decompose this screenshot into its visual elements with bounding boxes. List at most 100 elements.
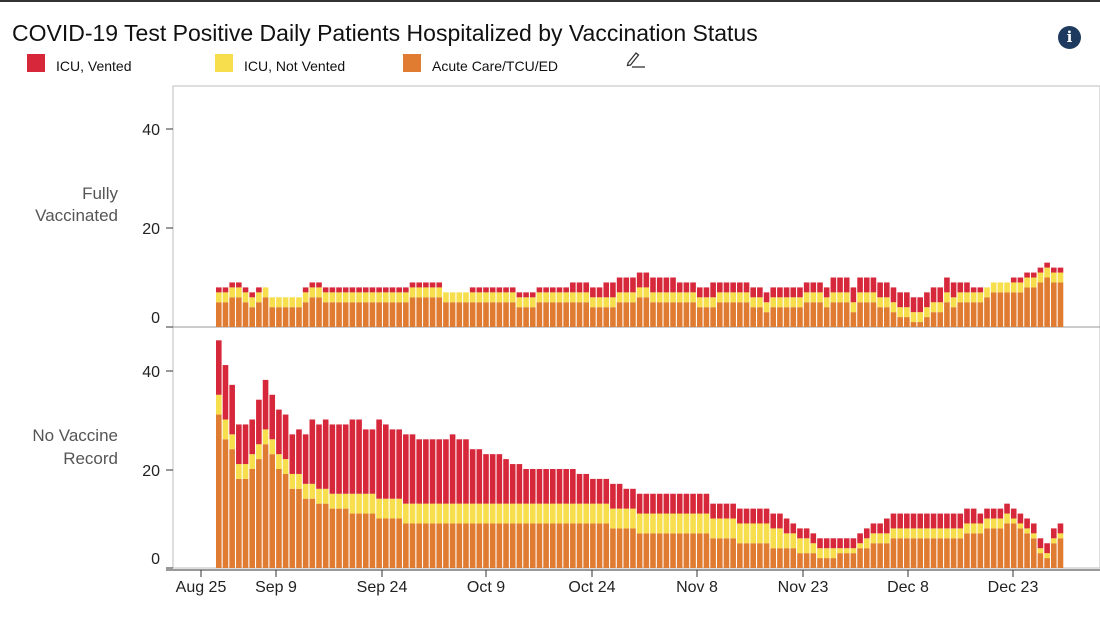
- bar-segment: [383, 498, 389, 519]
- bar-segment: [336, 287, 342, 293]
- bar-segment: [222, 287, 229, 293]
- bar-segment: [496, 302, 503, 327]
- bar-segment: [737, 508, 743, 524]
- bar-segment: [763, 523, 770, 544]
- bar-segment: [723, 503, 730, 519]
- bar-segment: [423, 297, 429, 327]
- bar-segment: [763, 543, 770, 568]
- bar-segment: [623, 292, 630, 303]
- bar-segment: [970, 508, 977, 524]
- bar-segment: [703, 493, 710, 514]
- bar-segment: [656, 493, 663, 514]
- bar-segment: [222, 419, 229, 440]
- bar-segment: [757, 287, 763, 298]
- bar-segment: [523, 503, 529, 524]
- bar-segment: [1057, 282, 1064, 327]
- bar-segment: [336, 424, 342, 494]
- bar-segment: [1044, 277, 1050, 327]
- bar-segment: [897, 538, 903, 568]
- bar-segment: [403, 503, 409, 524]
- bar-segment: [944, 292, 950, 303]
- bar-segment: [810, 533, 817, 544]
- bar-segment: [570, 503, 576, 524]
- bar-segment: [670, 302, 676, 327]
- bar-segment: [302, 483, 309, 499]
- bar-segment: [877, 523, 883, 534]
- bar-segment: [543, 469, 549, 504]
- bar-segment: [242, 287, 249, 293]
- bar-segment: [342, 302, 349, 327]
- bar-segment: [730, 503, 736, 519]
- info-icon[interactable]: i: [1058, 26, 1081, 49]
- bar-segment: [897, 307, 903, 318]
- bar-segment: [362, 302, 369, 327]
- bar-segment: [636, 287, 643, 298]
- bar-segment: [890, 538, 897, 568]
- bar-segment: [797, 307, 803, 327]
- bar-segment: [309, 282, 316, 288]
- bar-segment: [997, 518, 1004, 529]
- bar-segment: [810, 292, 817, 303]
- bar-segment: [950, 297, 957, 308]
- bar-segment: [596, 287, 603, 298]
- bar-segment: [1030, 287, 1037, 327]
- bar-segment: [717, 292, 723, 303]
- bar-segment: [362, 429, 369, 494]
- bar-segment: [516, 307, 523, 327]
- bar-segment: [429, 439, 436, 504]
- bar-segment: [1004, 523, 1010, 568]
- bar-segment: [990, 508, 997, 519]
- bar-segment: [563, 523, 569, 568]
- bar-segment: [276, 409, 282, 455]
- bar-segment: [656, 292, 663, 303]
- bar-segment: [309, 483, 316, 499]
- bar-segment: [717, 302, 723, 327]
- bar-segment: [322, 419, 329, 489]
- bar-segment: [696, 513, 703, 534]
- bar-segment: [376, 518, 382, 568]
- bar-segment: [750, 523, 756, 544]
- x-tick-label: Sep 9: [255, 579, 297, 596]
- bar-segment: [884, 282, 890, 298]
- bar-segment: [803, 292, 810, 303]
- bar-segment: [823, 558, 830, 568]
- bar-segment: [563, 503, 569, 524]
- bar-segment: [937, 312, 944, 327]
- bar-segment: [837, 553, 843, 568]
- bar-segment: [917, 513, 923, 529]
- bar-segment: [1057, 267, 1064, 273]
- bar-segment: [656, 513, 663, 534]
- bar-segment: [329, 292, 336, 303]
- bar-segment: [256, 459, 262, 568]
- bar-segment: [603, 478, 610, 504]
- bar-segment: [1004, 513, 1010, 524]
- bar-segment: [229, 449, 235, 568]
- bar-segment: [302, 302, 309, 327]
- bar-segment: [924, 513, 930, 529]
- bar-segment: [910, 513, 917, 529]
- bar-segment: [436, 297, 443, 327]
- bar-segment: [904, 292, 910, 308]
- bar-segment: [276, 469, 282, 568]
- bar-segment: [556, 523, 563, 568]
- bar-segment: [262, 429, 269, 445]
- pen-annotate-icon[interactable]: [624, 50, 646, 68]
- bar-segment: [309, 287, 316, 298]
- bar-segment: [409, 503, 416, 524]
- bar-segment: [843, 553, 850, 568]
- bar-segment: [536, 287, 543, 293]
- bar-segment: [857, 548, 863, 568]
- bar-segment: [630, 508, 636, 529]
- bar-segment: [429, 297, 436, 327]
- bar-segment: [429, 287, 436, 298]
- bar-segment: [743, 282, 750, 293]
- x-tick-label: Oct 9: [467, 579, 505, 596]
- bar-segment: [383, 302, 389, 327]
- bar-segment: [884, 533, 890, 544]
- bar-segment: [409, 297, 416, 327]
- bar-segment: [997, 292, 1004, 327]
- bar-segment: [409, 523, 416, 568]
- bar-segment: [383, 287, 389, 293]
- bar-segment: [503, 302, 509, 327]
- bar-segment: [630, 302, 636, 327]
